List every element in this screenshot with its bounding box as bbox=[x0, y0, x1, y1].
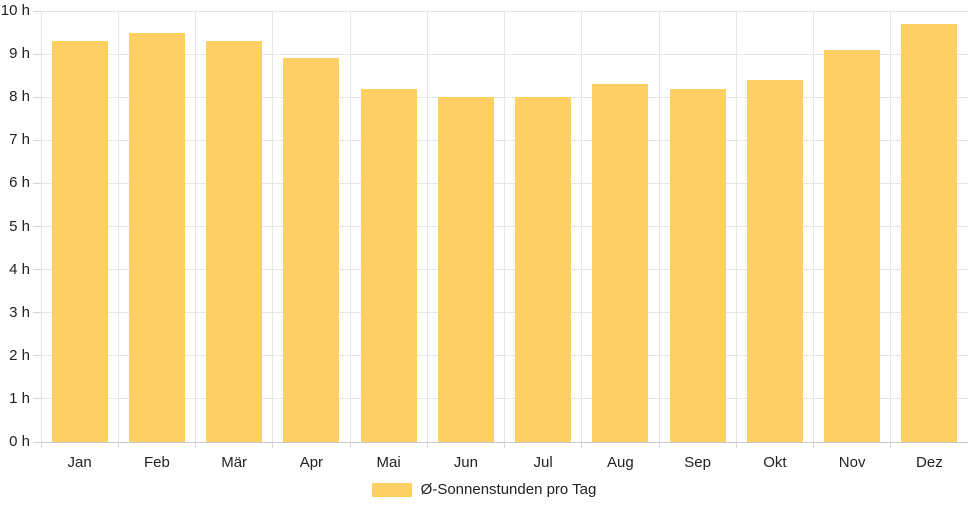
bar-feb[interactable] bbox=[128, 32, 185, 442]
v-gridline bbox=[504, 11, 505, 442]
x-tick bbox=[890, 442, 892, 448]
x-tick bbox=[426, 442, 428, 448]
y-tick bbox=[33, 53, 41, 55]
v-gridline bbox=[117, 11, 119, 442]
x-tick-label: Nov bbox=[838, 454, 866, 471]
bar-mär[interactable] bbox=[206, 41, 263, 442]
legend-swatch bbox=[371, 482, 412, 497]
y-tick-label: 0 h bbox=[9, 433, 30, 450]
v-gridline bbox=[349, 11, 351, 442]
v-gridline bbox=[890, 11, 892, 442]
bar-jul[interactable] bbox=[515, 97, 572, 442]
x-tick bbox=[195, 442, 196, 448]
legend-label: Ø-Sonnenstunden pro Tag bbox=[420, 480, 597, 498]
x-tick-label: Sep bbox=[684, 454, 711, 471]
x-tick bbox=[735, 442, 737, 448]
y-tick bbox=[33, 96, 41, 98]
y-tick-label: 4 h bbox=[9, 260, 30, 278]
bar-sep[interactable] bbox=[669, 88, 726, 442]
bar-apr[interactable] bbox=[283, 58, 340, 442]
y-tick bbox=[33, 139, 41, 141]
y-tick-label: 1 h bbox=[9, 389, 30, 407]
v-gridline bbox=[272, 11, 274, 442]
bar-jun[interactable] bbox=[437, 97, 494, 442]
x-tick bbox=[581, 442, 583, 448]
bar-dez[interactable] bbox=[901, 23, 958, 442]
x-tick-label: Dez bbox=[916, 454, 943, 471]
y-tick bbox=[33, 355, 41, 357]
y-tick-label: 3 h bbox=[9, 303, 30, 321]
x-tick bbox=[813, 442, 814, 448]
v-gridline bbox=[658, 11, 660, 442]
x-tick-label: Jul bbox=[533, 454, 553, 471]
bar-aug[interactable] bbox=[592, 84, 649, 442]
v-gridline bbox=[735, 11, 737, 442]
x-tick-label: Jan bbox=[67, 454, 92, 471]
x-tick bbox=[40, 442, 42, 448]
h-gridline bbox=[41, 10, 968, 12]
y-tick-label: 6 h bbox=[9, 174, 30, 192]
v-gridline bbox=[426, 11, 428, 442]
x-tick-label: Aug bbox=[607, 454, 634, 471]
y-tick bbox=[33, 182, 41, 184]
legend-item[interactable]: Ø-Sonnenstunden pro Tag bbox=[0, 481, 968, 499]
x-tick-label: Feb bbox=[143, 454, 170, 471]
y-tick-label: 7 h bbox=[9, 131, 30, 149]
y-tick-label: 2 h bbox=[9, 346, 30, 364]
x-tick bbox=[658, 442, 660, 448]
x-tick-label: Okt bbox=[763, 454, 787, 471]
y-tick bbox=[33, 312, 41, 314]
v-gridline bbox=[195, 11, 196, 442]
bar-okt[interactable] bbox=[746, 79, 803, 442]
y-tick-label: 9 h bbox=[9, 45, 30, 63]
y-tick-label: 10 h bbox=[0, 2, 30, 19]
x-tick bbox=[504, 442, 505, 448]
y-tick bbox=[33, 10, 41, 12]
y-tick bbox=[33, 441, 41, 443]
x-tick-label: Mär bbox=[221, 454, 248, 471]
x-tick bbox=[272, 442, 274, 448]
v-gridline bbox=[581, 11, 583, 442]
x-tick bbox=[349, 442, 351, 448]
bar-nov[interactable] bbox=[824, 49, 881, 442]
x-tick bbox=[117, 442, 119, 448]
y-tick-label: 8 h bbox=[9, 88, 30, 106]
y-tick bbox=[33, 269, 41, 271]
x-tick-label: Jun bbox=[453, 454, 478, 471]
y-tick-label: 5 h bbox=[9, 217, 30, 235]
y-tick bbox=[33, 398, 41, 400]
bar-jan[interactable] bbox=[51, 41, 108, 442]
v-gridline bbox=[813, 11, 814, 442]
x-tick-label: Apr bbox=[299, 454, 324, 471]
x-tick-label: Mai bbox=[376, 454, 401, 471]
y-tick bbox=[33, 226, 41, 227]
bar-mai[interactable] bbox=[360, 88, 417, 442]
